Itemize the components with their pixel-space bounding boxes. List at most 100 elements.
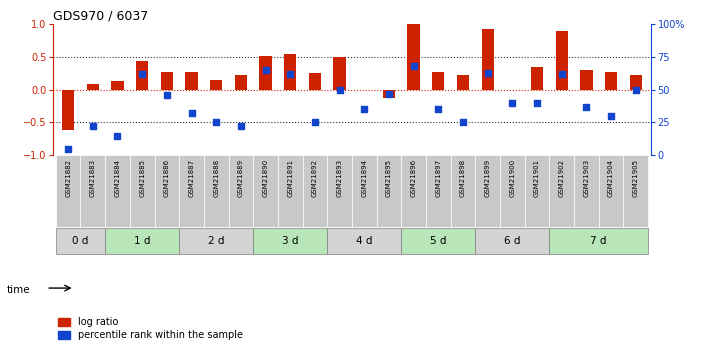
Point: [630, 87, 641, 92]
Point: [482, 70, 493, 76]
Bar: [161, 72, 173, 90]
Text: 4 d: 4 d: [356, 236, 373, 246]
Bar: [105, 155, 130, 227]
Bar: [500, 155, 525, 227]
Text: GSM21896: GSM21896: [411, 159, 417, 197]
Bar: [278, 155, 303, 227]
Bar: [383, 90, 395, 98]
Text: GSM21889: GSM21889: [238, 159, 244, 197]
Bar: [87, 85, 99, 90]
Bar: [55, 155, 80, 227]
Bar: [580, 70, 592, 90]
Bar: [377, 155, 401, 227]
Bar: [476, 228, 550, 254]
Bar: [531, 67, 543, 90]
Bar: [550, 155, 574, 227]
Text: GSM21894: GSM21894: [361, 159, 368, 197]
Bar: [401, 228, 476, 254]
Text: GDS970 / 6037: GDS970 / 6037: [53, 10, 149, 23]
Bar: [253, 228, 327, 254]
Point: [112, 133, 123, 138]
Bar: [451, 155, 476, 227]
Text: GSM21895: GSM21895: [386, 159, 392, 197]
Bar: [426, 155, 451, 227]
Point: [581, 104, 592, 109]
Point: [408, 63, 419, 69]
Text: GSM21888: GSM21888: [213, 159, 219, 197]
Point: [457, 120, 469, 125]
Point: [507, 100, 518, 106]
Text: GSM21882: GSM21882: [65, 159, 71, 197]
Text: GSM21893: GSM21893: [336, 159, 343, 197]
Bar: [327, 155, 352, 227]
Text: time: time: [7, 285, 31, 295]
Bar: [210, 80, 223, 90]
Point: [63, 146, 74, 151]
Point: [334, 87, 346, 92]
Point: [87, 124, 99, 129]
Bar: [481, 29, 494, 90]
Text: GSM21898: GSM21898: [460, 159, 466, 197]
Text: GSM21886: GSM21886: [164, 159, 170, 197]
Text: GSM21901: GSM21901: [534, 159, 540, 197]
Text: GSM21883: GSM21883: [90, 159, 96, 197]
Text: GSM21900: GSM21900: [509, 159, 515, 197]
Bar: [186, 72, 198, 90]
Point: [161, 92, 173, 98]
Bar: [136, 61, 149, 90]
Bar: [80, 155, 105, 227]
Text: 2 d: 2 d: [208, 236, 225, 246]
Text: GSM21885: GSM21885: [139, 159, 145, 197]
Point: [210, 120, 222, 125]
Bar: [204, 155, 228, 227]
Text: GSM21899: GSM21899: [485, 159, 491, 197]
Point: [235, 124, 247, 129]
Bar: [309, 73, 321, 90]
Text: 0 d: 0 d: [73, 236, 89, 246]
Bar: [55, 228, 105, 254]
Text: GSM21897: GSM21897: [435, 159, 442, 197]
Bar: [574, 155, 599, 227]
Bar: [62, 90, 75, 130]
Point: [556, 71, 567, 77]
Bar: [235, 75, 247, 90]
Bar: [303, 155, 327, 227]
Bar: [432, 72, 444, 90]
Text: GSM21890: GSM21890: [262, 159, 269, 197]
Bar: [105, 228, 179, 254]
Text: 7 d: 7 d: [591, 236, 607, 246]
Point: [383, 91, 395, 96]
Bar: [555, 31, 568, 90]
Point: [309, 120, 321, 125]
Bar: [228, 155, 253, 227]
Bar: [284, 53, 296, 90]
Point: [531, 100, 542, 106]
Bar: [260, 56, 272, 90]
Text: GSM21904: GSM21904: [608, 159, 614, 197]
Text: 3 d: 3 d: [282, 236, 299, 246]
Bar: [599, 155, 624, 227]
Bar: [179, 228, 253, 254]
Bar: [525, 155, 550, 227]
Text: GSM21905: GSM21905: [633, 159, 638, 197]
Point: [432, 107, 444, 112]
Bar: [112, 81, 124, 90]
Point: [358, 107, 370, 112]
Bar: [130, 155, 154, 227]
Legend: log ratio, percentile rank within the sample: log ratio, percentile rank within the sa…: [58, 317, 242, 340]
Bar: [624, 155, 648, 227]
Bar: [179, 155, 204, 227]
Bar: [154, 155, 179, 227]
Bar: [605, 72, 617, 90]
Bar: [457, 75, 469, 90]
Point: [186, 110, 197, 116]
Bar: [253, 155, 278, 227]
Text: 5 d: 5 d: [430, 236, 447, 246]
Point: [137, 71, 148, 77]
Text: GSM21887: GSM21887: [188, 159, 195, 197]
Point: [605, 113, 616, 119]
Text: 6 d: 6 d: [504, 236, 520, 246]
Point: [284, 71, 296, 77]
Bar: [550, 228, 648, 254]
Text: 1 d: 1 d: [134, 236, 151, 246]
